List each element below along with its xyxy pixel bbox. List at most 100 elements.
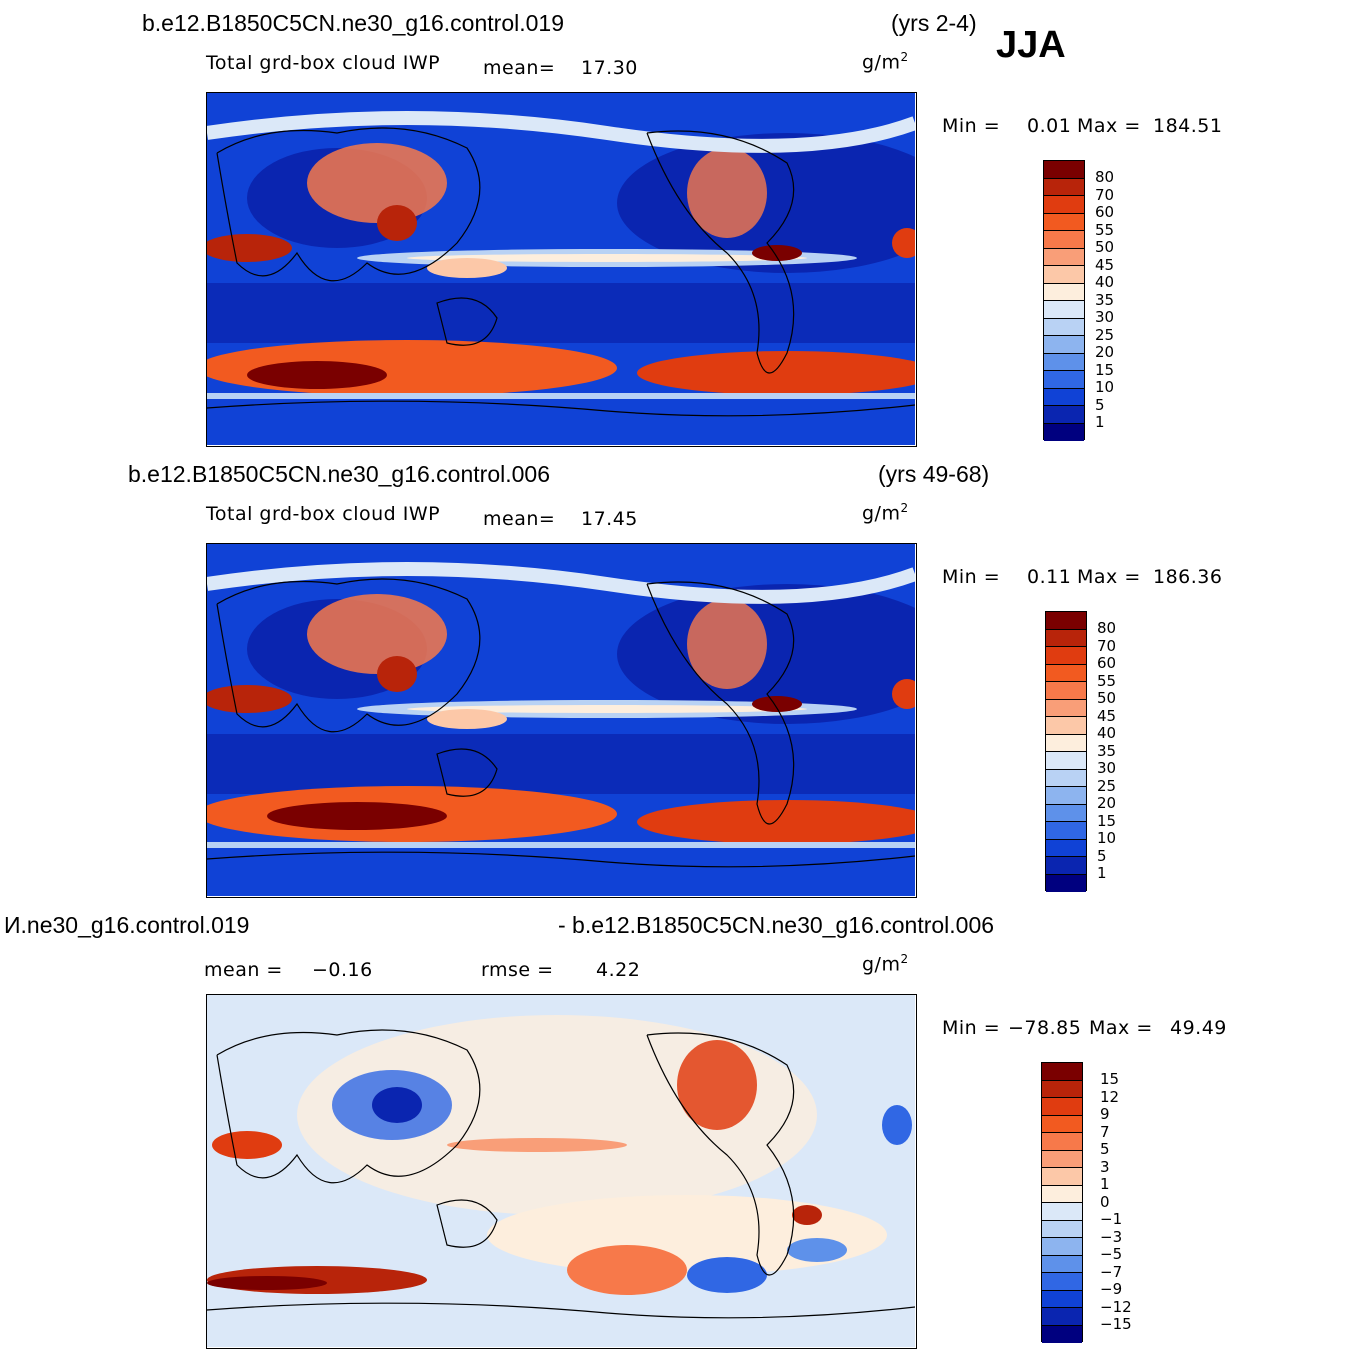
colorbar-swatch: [1042, 1203, 1082, 1221]
colorbar-swatch: [1042, 1220, 1082, 1238]
colorbar-swatch: [1044, 231, 1084, 249]
colorbar-swatch: [1044, 196, 1084, 214]
colorbar-tick-label: 45: [1097, 706, 1117, 725]
season-label: JJA: [996, 24, 1066, 66]
colorbar-tick-labels: 80 70 60 55 50 45 40 35 30 25 20 15 10 5 1: [1097, 611, 1137, 891]
mean-label: mean =: [204, 959, 283, 981]
colorbar-swatch: [1044, 388, 1084, 406]
min-label: Min =: [942, 566, 1001, 588]
colorbar-swatch: [1042, 1185, 1082, 1203]
case-name: b.e12.B1850C5CN.ne30_g16.control.006: [128, 461, 550, 487]
colorbar-swatch: [1044, 161, 1084, 179]
colorbar-tick-label: 60: [1097, 654, 1117, 672]
colorbar-swatch: [1046, 804, 1086, 822]
colorbar-tick-label: 40: [1097, 724, 1117, 742]
max-value: 186.36: [1153, 566, 1223, 588]
max-label: Max =: [1077, 566, 1141, 588]
colorbar-tick-label: 55: [1097, 671, 1117, 690]
colorbar-tick-label: 10: [1097, 829, 1117, 847]
mean-label: mean=: [483, 57, 556, 79]
colorbar-swatch: [1044, 336, 1084, 354]
colorbar-tick-label: −5: [1100, 1245, 1123, 1263]
colorbar-tick-label: −1: [1100, 1210, 1123, 1228]
colorbar-tick-labels: 80 70 60 55 50 45 40 35 30 25 20 15 10 5 1: [1095, 160, 1135, 440]
colorbar: [1041, 1062, 1083, 1343]
colorbar-tick-label: 1: [1097, 864, 1107, 882]
colorbar-tick-label: 9: [1100, 1105, 1110, 1123]
colorbar-tick-label: −12: [1100, 1297, 1132, 1316]
colorbar-tick-label: 20: [1097, 794, 1117, 812]
colorbar-tick-label: 12: [1100, 1087, 1120, 1106]
colorbar-tick-label: −7: [1100, 1262, 1123, 1281]
units-label: g/m2: [862, 501, 909, 525]
colorbar-tick-label: 30: [1097, 759, 1117, 777]
units-label: g/m2: [862, 952, 909, 976]
case-name: b.e12.B1850C5CN.ne30_g16.control.019: [142, 10, 564, 36]
colorbar-swatch: [1044, 318, 1084, 336]
colorbar-swatch: [1042, 1273, 1082, 1291]
colorbar-tick-label: 5: [1097, 846, 1107, 865]
colorbar-swatch: [1042, 1290, 1082, 1308]
colorbar-swatch: [1044, 423, 1084, 441]
mean-value: 17.45: [581, 508, 638, 530]
colorbar-tick-label: 1: [1100, 1175, 1110, 1193]
map-field: [207, 93, 915, 445]
colorbar-tick-label: 55: [1095, 220, 1115, 239]
year-range: (yrs 49-68): [878, 461, 990, 487]
colorbar-tick-label: 5: [1095, 395, 1105, 414]
colorbar-swatch: [1042, 1255, 1082, 1273]
colorbar-swatch: [1046, 839, 1086, 857]
colorbar-tick-label: 7: [1100, 1122, 1110, 1141]
colorbar-swatch: [1044, 406, 1084, 424]
colorbar-tick-label: −3: [1100, 1227, 1123, 1246]
colorbar-swatch: [1046, 629, 1086, 647]
map-field: [207, 544, 915, 896]
rmse-label: rmse =: [481, 959, 554, 981]
colorbar-tick-label: 15: [1095, 360, 1115, 379]
map-plot: [206, 994, 917, 1349]
colorbar-swatch: [1042, 1238, 1082, 1256]
colorbar-swatch: [1042, 1133, 1082, 1151]
colorbar-tick-label: 70: [1097, 636, 1117, 655]
colorbar: [1043, 160, 1085, 441]
colorbar-tick-label: 35: [1097, 741, 1117, 760]
colorbar-swatch: [1044, 283, 1084, 301]
colorbar-tick-label: 5: [1100, 1140, 1110, 1158]
colorbar-tick-label: 15: [1100, 1070, 1120, 1088]
colorbar-tick-label: −9: [1100, 1280, 1123, 1298]
colorbar-tick-label: 0: [1100, 1192, 1110, 1211]
colorbar-swatch: [1044, 248, 1084, 266]
colorbar: [1045, 611, 1087, 892]
mean-value: 17.30: [581, 57, 638, 79]
map-field: [207, 995, 915, 1347]
colorbar-tick-label: 60: [1095, 203, 1115, 221]
min-label: Min =: [942, 115, 1001, 137]
max-label: Max =: [1077, 115, 1141, 137]
colorbar-swatch: [1042, 1150, 1082, 1168]
colorbar-tick-label: 10: [1095, 378, 1115, 396]
colorbar-swatch: [1046, 769, 1086, 787]
min-value: −78.85: [1008, 1017, 1082, 1039]
colorbar-swatch: [1046, 857, 1086, 875]
colorbar-tick-label: 25: [1095, 325, 1115, 344]
colorbar-swatch: [1046, 752, 1086, 770]
colorbar-swatch: [1044, 266, 1084, 284]
colorbar-swatch: [1042, 1325, 1082, 1343]
max-label: Max =: [1089, 1017, 1153, 1039]
rmse-value: 4.22: [596, 959, 641, 981]
colorbar-tick-label: −15: [1100, 1315, 1132, 1333]
colorbar-swatch: [1044, 301, 1084, 319]
variable-name: Total grd-box cloud IWP: [206, 52, 441, 74]
colorbar-swatch: [1042, 1168, 1082, 1186]
colorbar-tick-label: 50: [1095, 238, 1115, 256]
colorbar-tick-label: 80: [1097, 619, 1117, 637]
colorbar-swatch: [1046, 787, 1086, 805]
colorbar-swatch: [1046, 717, 1086, 735]
colorbar-tick-label: 40: [1095, 273, 1115, 291]
year-range: (yrs 2-4): [891, 10, 977, 36]
mean-value: −0.16: [312, 959, 373, 981]
colorbar-swatch: [1046, 734, 1086, 752]
colorbar-tick-label: 25: [1097, 776, 1117, 795]
colorbar-swatch: [1042, 1080, 1082, 1098]
colorbar-tick-label: 45: [1095, 255, 1115, 274]
